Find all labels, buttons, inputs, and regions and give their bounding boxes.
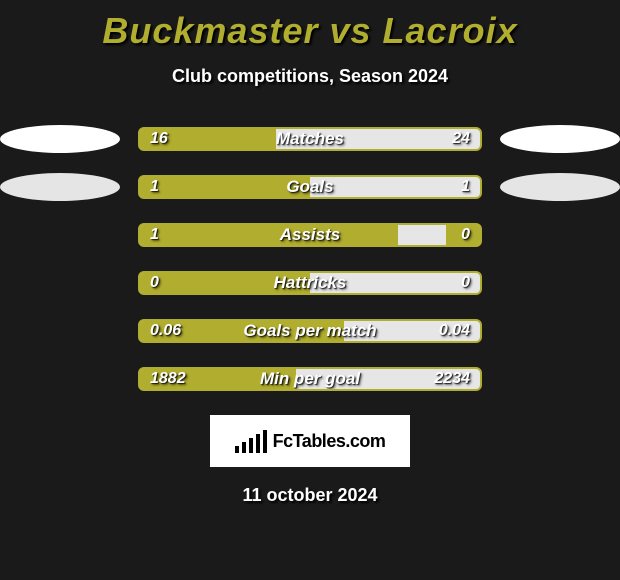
comparison-card: Buckmaster vs Lacroix Club competitions,…	[0, 0, 620, 506]
stat-row: 0.060.04Goals per match	[0, 319, 620, 343]
stat-bar: 10Assists	[138, 223, 482, 247]
page-title: Buckmaster vs Lacroix	[0, 10, 620, 52]
stat-row: 18822234Min per goal	[0, 367, 620, 391]
stat-value-right: 0.04	[439, 321, 470, 341]
stat-bar: 18822234Min per goal	[138, 367, 482, 391]
stat-bar-fill-left	[140, 177, 310, 197]
stat-bar-fill-left	[140, 273, 310, 293]
player-left-oval	[0, 173, 120, 201]
stat-bar: 00Hattricks	[138, 271, 482, 295]
stat-bar: 11Goals	[138, 175, 482, 199]
brand-text: FcTables.com	[273, 431, 386, 452]
stat-row: 1624Matches	[0, 127, 620, 151]
stat-row: 00Hattricks	[0, 271, 620, 295]
stat-value-right: 1	[461, 177, 470, 197]
stat-value-right: 2234	[434, 369, 470, 389]
stat-bar-fill-right	[446, 225, 480, 245]
brand-logo-icon	[235, 430, 267, 453]
stat-bar-fill-left	[140, 129, 276, 149]
brand-badge: FcTables.com	[210, 415, 410, 467]
stat-bar: 0.060.04Goals per match	[138, 319, 482, 343]
stat-bar: 1624Matches	[138, 127, 482, 151]
player-right-oval	[500, 125, 620, 153]
stat-bar-fill-left	[140, 369, 296, 389]
date-label: 11 october 2024	[0, 485, 620, 506]
stat-value-right: 0	[461, 273, 470, 293]
stat-row: 11Goals	[0, 175, 620, 199]
stat-value-right: 24	[452, 129, 470, 149]
stat-row: 10Assists	[0, 223, 620, 247]
stat-bar-fill-left	[140, 225, 398, 245]
stats-list: 1624Matches 11Goals 10Assists 00Hattricks 0.…	[0, 127, 620, 391]
stat-bar-fill-left	[140, 321, 344, 341]
player-right-oval	[500, 173, 620, 201]
page-subtitle: Club competitions, Season 2024	[0, 66, 620, 87]
player-left-oval	[0, 125, 120, 153]
